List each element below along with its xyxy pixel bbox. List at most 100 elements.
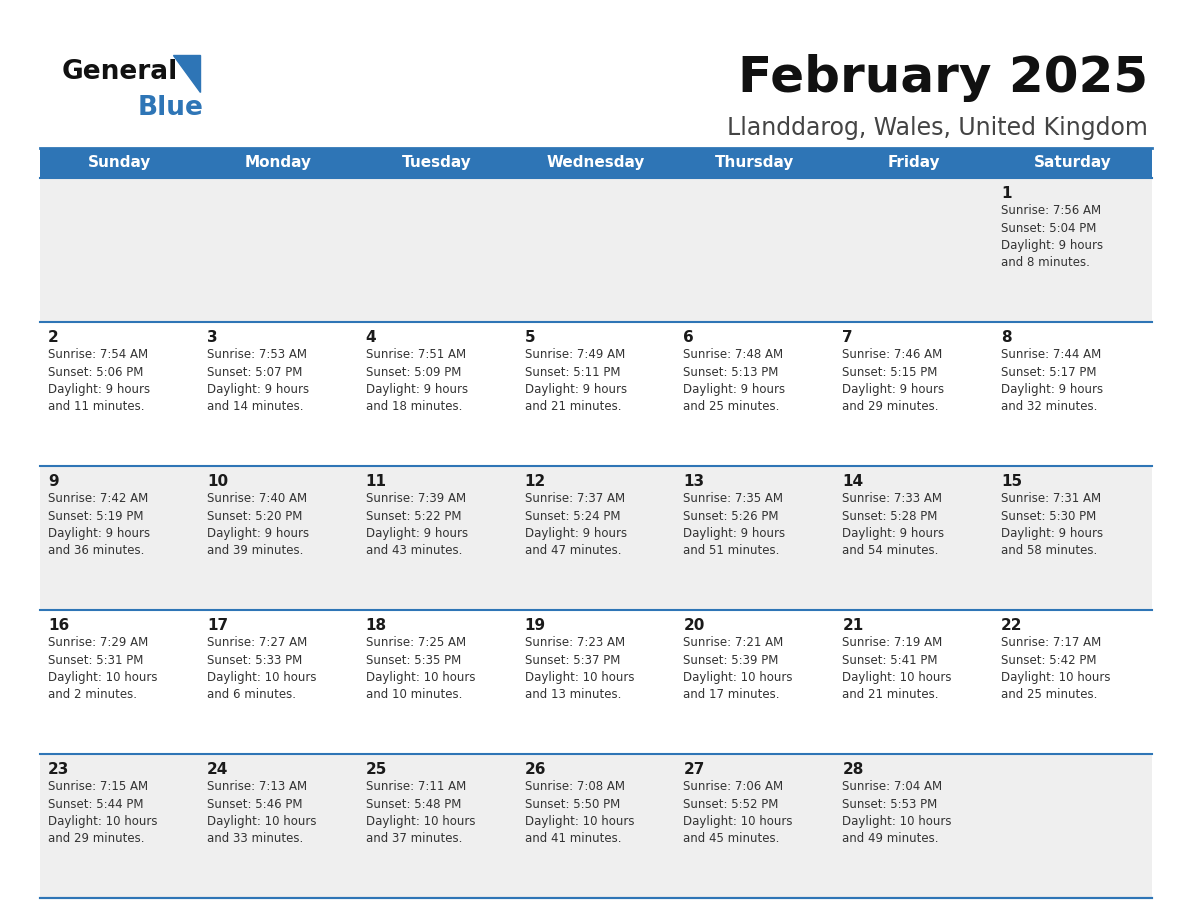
Text: Sunrise: 7:06 AM
Sunset: 5:52 PM
Daylight: 10 hours
and 45 minutes.: Sunrise: 7:06 AM Sunset: 5:52 PM Dayligh… (683, 780, 792, 845)
Text: 16: 16 (48, 618, 69, 633)
Text: Sunrise: 7:42 AM
Sunset: 5:19 PM
Daylight: 9 hours
and 36 minutes.: Sunrise: 7:42 AM Sunset: 5:19 PM Dayligh… (48, 492, 150, 557)
Bar (517, 610, 676, 754)
Text: Friday: Friday (887, 155, 940, 171)
Text: Wednesday: Wednesday (546, 155, 645, 171)
Text: Sunrise: 7:19 AM
Sunset: 5:41 PM
Daylight: 10 hours
and 21 minutes.: Sunrise: 7:19 AM Sunset: 5:41 PM Dayligh… (842, 636, 952, 701)
Bar (834, 610, 993, 754)
Text: Sunrise: 7:56 AM
Sunset: 5:04 PM
Daylight: 9 hours
and 8 minutes.: Sunrise: 7:56 AM Sunset: 5:04 PM Dayligh… (1001, 204, 1104, 270)
Text: General: General (62, 59, 178, 85)
Bar (517, 322, 676, 466)
Text: Tuesday: Tuesday (403, 155, 472, 171)
Text: 5: 5 (525, 330, 536, 345)
Bar (517, 178, 676, 322)
Bar (358, 148, 517, 178)
Text: 9: 9 (48, 474, 58, 489)
Text: 25: 25 (366, 762, 387, 777)
Text: Sunrise: 7:33 AM
Sunset: 5:28 PM
Daylight: 9 hours
and 54 minutes.: Sunrise: 7:33 AM Sunset: 5:28 PM Dayligh… (842, 492, 944, 557)
Text: Sunrise: 7:46 AM
Sunset: 5:15 PM
Daylight: 9 hours
and 29 minutes.: Sunrise: 7:46 AM Sunset: 5:15 PM Dayligh… (842, 348, 944, 413)
Text: Sunrise: 7:49 AM
Sunset: 5:11 PM
Daylight: 9 hours
and 21 minutes.: Sunrise: 7:49 AM Sunset: 5:11 PM Dayligh… (525, 348, 627, 413)
Bar (676, 610, 834, 754)
Text: Sunrise: 7:48 AM
Sunset: 5:13 PM
Daylight: 9 hours
and 25 minutes.: Sunrise: 7:48 AM Sunset: 5:13 PM Dayligh… (683, 348, 785, 413)
Text: 23: 23 (48, 762, 69, 777)
Text: 1: 1 (1001, 186, 1012, 201)
Text: 14: 14 (842, 474, 864, 489)
Text: Sunrise: 7:44 AM
Sunset: 5:17 PM
Daylight: 9 hours
and 32 minutes.: Sunrise: 7:44 AM Sunset: 5:17 PM Dayligh… (1001, 348, 1104, 413)
Text: Sunrise: 7:08 AM
Sunset: 5:50 PM
Daylight: 10 hours
and 41 minutes.: Sunrise: 7:08 AM Sunset: 5:50 PM Dayligh… (525, 780, 634, 845)
Bar (993, 466, 1152, 610)
Bar (676, 754, 834, 898)
Text: February 2025: February 2025 (738, 54, 1148, 102)
Text: 6: 6 (683, 330, 694, 345)
Text: Sunrise: 7:13 AM
Sunset: 5:46 PM
Daylight: 10 hours
and 33 minutes.: Sunrise: 7:13 AM Sunset: 5:46 PM Dayligh… (207, 780, 316, 845)
Bar (198, 148, 358, 178)
Bar (358, 610, 517, 754)
Text: 10: 10 (207, 474, 228, 489)
Text: Monday: Monday (245, 155, 311, 171)
Text: 18: 18 (366, 618, 387, 633)
Text: 27: 27 (683, 762, 704, 777)
Text: 21: 21 (842, 618, 864, 633)
Text: Sunrise: 7:17 AM
Sunset: 5:42 PM
Daylight: 10 hours
and 25 minutes.: Sunrise: 7:17 AM Sunset: 5:42 PM Dayligh… (1001, 636, 1111, 701)
Bar (517, 466, 676, 610)
Bar (993, 610, 1152, 754)
Text: 11: 11 (366, 474, 387, 489)
Text: Sunrise: 7:37 AM
Sunset: 5:24 PM
Daylight: 9 hours
and 47 minutes.: Sunrise: 7:37 AM Sunset: 5:24 PM Dayligh… (525, 492, 627, 557)
Bar (358, 322, 517, 466)
Text: Sunrise: 7:39 AM
Sunset: 5:22 PM
Daylight: 9 hours
and 43 minutes.: Sunrise: 7:39 AM Sunset: 5:22 PM Dayligh… (366, 492, 468, 557)
Text: Blue: Blue (138, 95, 204, 121)
Bar (198, 322, 358, 466)
Text: 17: 17 (207, 618, 228, 633)
Bar (358, 466, 517, 610)
Bar (834, 466, 993, 610)
Bar (40, 148, 198, 178)
Text: 3: 3 (207, 330, 217, 345)
Text: Saturday: Saturday (1034, 155, 1112, 171)
Text: Llanddarog, Wales, United Kingdom: Llanddarog, Wales, United Kingdom (727, 116, 1148, 140)
Text: Sunrise: 7:21 AM
Sunset: 5:39 PM
Daylight: 10 hours
and 17 minutes.: Sunrise: 7:21 AM Sunset: 5:39 PM Dayligh… (683, 636, 792, 701)
Text: Sunrise: 7:53 AM
Sunset: 5:07 PM
Daylight: 9 hours
and 14 minutes.: Sunrise: 7:53 AM Sunset: 5:07 PM Dayligh… (207, 348, 309, 413)
Bar (517, 148, 676, 178)
Text: 15: 15 (1001, 474, 1022, 489)
Text: Sunrise: 7:40 AM
Sunset: 5:20 PM
Daylight: 9 hours
and 39 minutes.: Sunrise: 7:40 AM Sunset: 5:20 PM Dayligh… (207, 492, 309, 557)
Text: 20: 20 (683, 618, 704, 633)
Bar (676, 322, 834, 466)
Bar (834, 754, 993, 898)
Text: Sunday: Sunday (88, 155, 151, 171)
Text: Thursday: Thursday (715, 155, 795, 171)
Bar (993, 754, 1152, 898)
Text: Sunrise: 7:25 AM
Sunset: 5:35 PM
Daylight: 10 hours
and 10 minutes.: Sunrise: 7:25 AM Sunset: 5:35 PM Dayligh… (366, 636, 475, 701)
Text: Sunrise: 7:35 AM
Sunset: 5:26 PM
Daylight: 9 hours
and 51 minutes.: Sunrise: 7:35 AM Sunset: 5:26 PM Dayligh… (683, 492, 785, 557)
Text: Sunrise: 7:27 AM
Sunset: 5:33 PM
Daylight: 10 hours
and 6 minutes.: Sunrise: 7:27 AM Sunset: 5:33 PM Dayligh… (207, 636, 316, 701)
Bar (198, 610, 358, 754)
Text: 12: 12 (525, 474, 545, 489)
Bar (993, 178, 1152, 322)
Bar (993, 148, 1152, 178)
Bar (40, 754, 198, 898)
Bar (993, 322, 1152, 466)
Bar (40, 610, 198, 754)
Text: 24: 24 (207, 762, 228, 777)
Text: Sunrise: 7:11 AM
Sunset: 5:48 PM
Daylight: 10 hours
and 37 minutes.: Sunrise: 7:11 AM Sunset: 5:48 PM Dayligh… (366, 780, 475, 845)
Bar (40, 178, 198, 322)
Bar (676, 466, 834, 610)
Text: Sunrise: 7:54 AM
Sunset: 5:06 PM
Daylight: 9 hours
and 11 minutes.: Sunrise: 7:54 AM Sunset: 5:06 PM Dayligh… (48, 348, 150, 413)
Bar (198, 466, 358, 610)
Bar (358, 754, 517, 898)
Text: Sunrise: 7:31 AM
Sunset: 5:30 PM
Daylight: 9 hours
and 58 minutes.: Sunrise: 7:31 AM Sunset: 5:30 PM Dayligh… (1001, 492, 1104, 557)
Bar (517, 754, 676, 898)
Bar (834, 148, 993, 178)
Bar (198, 178, 358, 322)
Text: 28: 28 (842, 762, 864, 777)
Text: 26: 26 (525, 762, 546, 777)
Bar (358, 178, 517, 322)
Text: 8: 8 (1001, 330, 1012, 345)
Bar (834, 322, 993, 466)
Text: 7: 7 (842, 330, 853, 345)
Text: Sunrise: 7:15 AM
Sunset: 5:44 PM
Daylight: 10 hours
and 29 minutes.: Sunrise: 7:15 AM Sunset: 5:44 PM Dayligh… (48, 780, 158, 845)
Text: Sunrise: 7:04 AM
Sunset: 5:53 PM
Daylight: 10 hours
and 49 minutes.: Sunrise: 7:04 AM Sunset: 5:53 PM Dayligh… (842, 780, 952, 845)
Text: 13: 13 (683, 474, 704, 489)
Text: 19: 19 (525, 618, 545, 633)
Text: 4: 4 (366, 330, 377, 345)
Bar (198, 754, 358, 898)
Text: 2: 2 (48, 330, 58, 345)
